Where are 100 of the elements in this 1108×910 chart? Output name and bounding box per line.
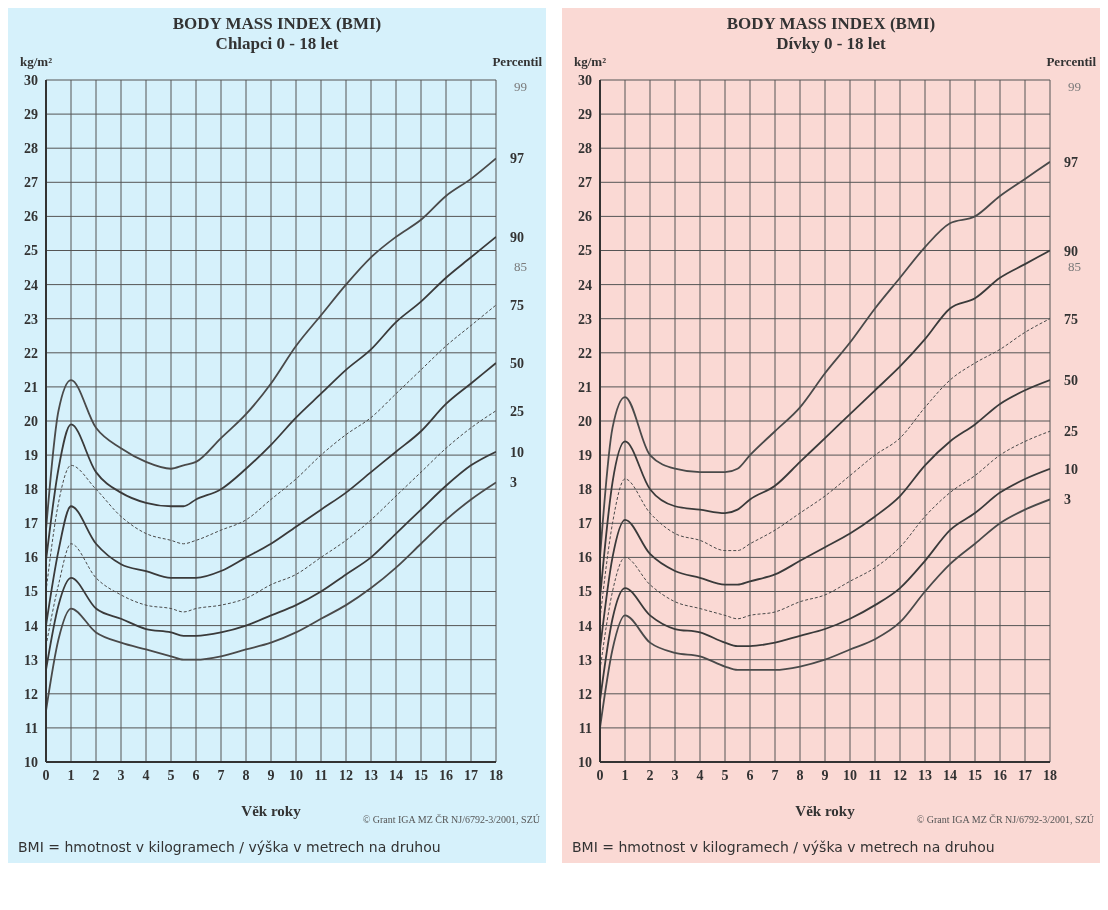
series-label: 50 (1064, 373, 1078, 389)
x-tick-label: 15 (968, 767, 982, 783)
x-tick-label: 8 (796, 767, 804, 783)
y-tick-label: 12 (24, 686, 38, 702)
series-label: 3 (1064, 492, 1071, 508)
text: 85 (1068, 259, 1081, 275)
x-tick-label: 6 (192, 767, 200, 783)
y-tick-label: 29 (578, 107, 592, 123)
y-tick-label: 17 (24, 516, 38, 532)
y-tick-label: 28 (578, 141, 592, 157)
y-tick-label: 27 (578, 175, 592, 191)
x-tick-label: 4 (142, 767, 150, 783)
text: © Grant IGA MZ ČR NJ/6792-3/2001, SZÚ (362, 814, 540, 825)
y-tick-label: 28 (24, 141, 38, 157)
legend-title: Percentil (1046, 54, 1096, 71)
y-tick-label: 30 (578, 72, 592, 88)
x-tick-label: 6 (746, 767, 754, 783)
y-tick-label: 20 (578, 413, 592, 429)
series-label: 97 (510, 151, 524, 167)
x-tick-label: 14 (943, 767, 957, 783)
y-tick-label: 24 (24, 277, 38, 293)
y-tick-label: 16 (578, 550, 592, 566)
series-label: 97 (1064, 154, 1078, 170)
y-tick-label: 14 (578, 618, 592, 634)
series-label: 75 (1064, 311, 1078, 327)
x-tick-label: 1 (67, 767, 75, 783)
legend-title: Percentil (492, 54, 542, 71)
x-tick-label: 10 (289, 767, 303, 783)
x-tick-label: 7 (217, 767, 225, 783)
text: BMI = hmotnost v kilogramech / výška v metrech na druhou (17, 838, 442, 857)
y-tick-label: 10 (24, 754, 38, 770)
x-tick-label: 16 (993, 767, 1007, 783)
y-tick-label: 18 (578, 482, 592, 498)
chart-subtitle: Chlapci 0 - 18 let (214, 34, 340, 54)
x-tick-label: 0 (42, 767, 50, 783)
text: BMI = hmotnost v kilogramech / výška v metrech na druhou (571, 838, 996, 857)
y-tick-label: 21 (24, 379, 38, 395)
x-tick-label: 9 (821, 767, 829, 783)
y-tick-label: 26 (578, 209, 592, 225)
y-tick-label: 19 (24, 448, 38, 464)
x-tick-label: 2 (92, 767, 100, 783)
y-tick-label: 25 (578, 243, 592, 259)
y-tick-label: 20 (24, 413, 38, 429)
chart-title: BODY MASS INDEX (BMI) (171, 14, 383, 34)
chart-subtitle: Dívky 0 - 18 let (775, 34, 887, 54)
x-tick-label: 3 (117, 767, 125, 783)
x-tick-label: 13 (918, 767, 932, 783)
y-tick-label: 15 (578, 584, 592, 600)
series-label: 90 (510, 229, 524, 245)
y-axis-title: kg/m² (20, 54, 53, 71)
text: 99 (1068, 79, 1081, 95)
y-tick-label: 12 (578, 686, 592, 702)
x-tick-label: 14 (389, 767, 403, 783)
y-tick-label: 14 (24, 618, 38, 634)
y-tick-label: 26 (24, 209, 38, 225)
x-tick-label: 5 (721, 767, 729, 783)
y-tick-label: 29 (24, 107, 38, 123)
x-tick-label: 7 (771, 767, 779, 783)
x-tick-label: 0 (596, 767, 604, 783)
y-tick-label: 17 (578, 516, 592, 532)
y-axis-title: kg/m² (574, 54, 607, 71)
x-tick-label: 9 (267, 767, 275, 783)
y-tick-label: 23 (578, 311, 592, 327)
series-label: 90 (1064, 243, 1078, 259)
x-axis-title: Věk roky (241, 803, 302, 819)
y-tick-label: 11 (578, 720, 592, 736)
y-tick-label: 19 (578, 448, 592, 464)
x-tick-label: 10 (843, 767, 857, 783)
series-label: 75 (510, 298, 524, 314)
y-tick-label: 25 (24, 243, 38, 259)
series-label: 10 (510, 444, 524, 460)
series-label: 25 (1064, 424, 1078, 440)
y-tick-label: 18 (24, 482, 38, 498)
series-label: 25 (510, 403, 524, 419)
series-label: 3 (510, 475, 517, 491)
x-tick-label: 17 (1018, 767, 1032, 783)
y-tick-label: 10 (578, 754, 592, 770)
text: © Grant IGA MZ ČR NJ/6792-3/2001, SZÚ (916, 814, 1094, 825)
y-tick-label: 13 (24, 652, 38, 668)
x-tick-label: 2 (646, 767, 654, 783)
x-tick-label: 16 (439, 767, 453, 783)
y-tick-label: 23 (24, 311, 38, 327)
text: 85 (514, 259, 527, 275)
x-tick-label: 12 (339, 767, 353, 783)
y-tick-label: 24 (578, 277, 592, 293)
x-tick-label: 15 (414, 767, 428, 783)
x-tick-label: 12 (893, 767, 907, 783)
x-tick-label: 18 (1043, 767, 1057, 783)
y-tick-label: 30 (24, 72, 38, 88)
series-label: 10 (1064, 461, 1078, 477)
x-tick-label: 17 (464, 767, 478, 783)
y-tick-label: 21 (578, 379, 592, 395)
x-tick-label: 18 (489, 767, 503, 783)
x-tick-label: 11 (314, 767, 328, 783)
x-tick-label: 1 (621, 767, 629, 783)
x-tick-label: 3 (671, 767, 679, 783)
series-label: 50 (510, 356, 524, 372)
y-tick-label: 15 (24, 584, 38, 600)
y-tick-label: 22 (578, 345, 592, 361)
x-tick-label: 11 (868, 767, 882, 783)
